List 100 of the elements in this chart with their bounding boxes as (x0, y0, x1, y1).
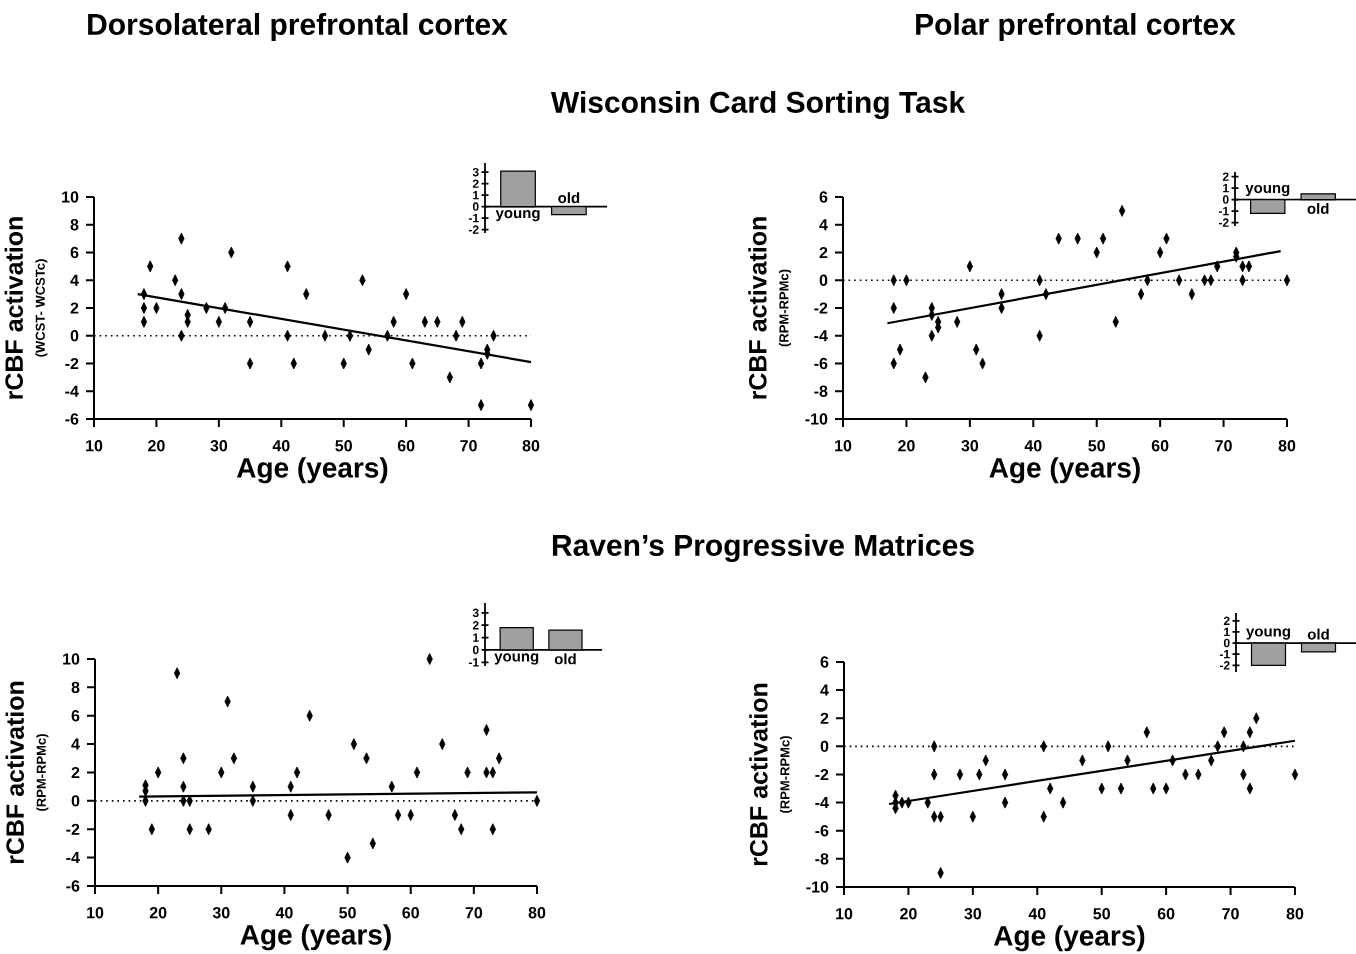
y-tick-label: 0 (820, 740, 829, 753)
y-tick-label: 0 (819, 274, 828, 286)
chart-title: Dorsolateral prefrontal cortex (88, 13, 508, 41)
x-tick-label: 30 (212, 907, 230, 919)
chart-title: Polar prefrontal cortex (916, 13, 1236, 41)
y-tick-label: -2 (1219, 661, 1230, 670)
y-tick-label: 4 (820, 684, 829, 696)
y-tick-label: -10 (806, 881, 829, 893)
x-tick-label: 60 (397, 440, 415, 452)
y-tick-label: 4 (70, 274, 79, 286)
x-tick-label: 10 (86, 440, 103, 452)
y-tick-label: 0 (70, 330, 79, 342)
x-tick-label: 70 (1215, 440, 1232, 452)
text: Wisconsin Card Sorting Task (550, 90, 966, 120)
y-tick-label: 8 (70, 219, 79, 231)
x-tick-label: old (1307, 628, 1329, 640)
text: Raven’s Progressive Matrices (552, 533, 974, 563)
y-tick-label: 6 (70, 246, 79, 259)
y-tick-label: 0 (1223, 638, 1230, 648)
text: (RPM-RPMc) (36, 734, 49, 811)
y-tick-label: 1 (1224, 627, 1230, 637)
x-axis-title: Age (years) (989, 457, 1140, 484)
y-tick-label: 4 (819, 219, 828, 231)
x-tick-label: 60 (402, 907, 419, 919)
y-tick-label: 1 (473, 633, 479, 642)
x-tick-label: 40 (272, 440, 290, 452)
y-tick-label: 8 (71, 681, 80, 694)
y-axis-title: rCBF activation (748, 217, 767, 399)
y-tick-label: -1 (1218, 206, 1229, 216)
y-tick-label: -8 (814, 385, 828, 397)
y-tick-label: -2 (65, 357, 79, 370)
x-tick-label: 40 (275, 907, 293, 919)
x-axis-title: Age (years) (236, 457, 388, 484)
x-tick-label: 20 (900, 908, 917, 920)
x-tick-label: 30 (961, 440, 979, 452)
x-tick-label: old (1307, 202, 1329, 214)
y-tick-label: 6 (71, 710, 80, 722)
x-tick-label: 70 (465, 907, 483, 919)
y-tick-label: 3 (472, 167, 479, 177)
x-tick-label: 10 (87, 907, 104, 919)
y-tick-label: 6 (820, 656, 829, 668)
x-tick-label: 10 (836, 908, 853, 920)
y-tick-label: 2 (1223, 616, 1230, 625)
y-tick-label: 2 (1222, 172, 1229, 181)
x-tick-label: 30 (210, 440, 228, 452)
y-tick-label: 2 (819, 246, 828, 259)
y-tick-label: -2 (66, 823, 80, 835)
x-tick-label: 80 (1286, 908, 1304, 920)
y-tick-label: 3 (472, 608, 479, 618)
y-tick-label: -6 (66, 880, 80, 892)
x-tick-label: young (494, 653, 539, 665)
x-tick-label: young (1245, 184, 1290, 197)
x-tick-label: 40 (1028, 908, 1046, 920)
y-tick-label: -6 (65, 413, 79, 425)
y-tick-label: -10 (805, 413, 828, 425)
y-tick-label: 2 (70, 302, 79, 314)
y-tick-label: -6 (815, 825, 829, 837)
x-axis-title: Age (years) (993, 925, 1145, 952)
y-tick-label: -2 (814, 302, 828, 314)
x-tick-label: 50 (335, 440, 352, 452)
x-tick-label: 80 (1278, 440, 1296, 452)
y-tick-label: -2 (815, 768, 829, 781)
y-tick-label: -4 (65, 385, 79, 397)
y-tick-label: 0 (71, 795, 80, 807)
y-tick-label: 1 (1223, 183, 1229, 193)
y-tick-label: -1 (468, 658, 479, 667)
y-tick-label: 0 (1222, 195, 1229, 204)
y-tick-label: -8 (815, 853, 829, 865)
y-tick-label: 2 (472, 621, 479, 630)
x-tick-label: 60 (1151, 440, 1169, 452)
x-tick-label: 70 (1222, 908, 1239, 920)
x-tick-label: 40 (1024, 440, 1042, 452)
y-tick-label: -4 (814, 330, 828, 342)
x-tick-label: 20 (148, 440, 165, 452)
y-tick-label: -1 (1219, 650, 1230, 659)
x-tick-label: 50 (339, 907, 356, 919)
x-tick-label: 80 (522, 440, 540, 452)
x-tick-label: young (1246, 628, 1290, 640)
x-tick-label: 50 (1088, 440, 1105, 452)
x-tick-label: old (558, 192, 580, 204)
x-tick-label: young (495, 210, 540, 222)
x-tick-label: 20 (898, 440, 915, 452)
y-tick-label: 2 (472, 179, 479, 188)
x-tick-label: 30 (964, 908, 982, 920)
y-tick-label: 4 (71, 738, 80, 750)
y-tick-label: -1 (468, 213, 479, 223)
text: (RPM-RPMc) (779, 736, 793, 813)
x-tick-label: 20 (149, 907, 167, 919)
y-tick-label: -4 (815, 797, 829, 809)
x-axis-title: Age (years) (240, 924, 391, 951)
y-tick-label: 2 (71, 766, 80, 779)
y-tick-label: -2 (468, 225, 479, 234)
y-axis-title: rCBF activation (749, 683, 768, 866)
x-tick-label: 80 (528, 907, 546, 919)
x-tick-label: 70 (460, 440, 477, 452)
y-axis-title: rCBF activation (4, 217, 23, 399)
x-tick-label: 50 (1093, 908, 1110, 920)
text: (RPM-RPMc) (778, 269, 792, 347)
y-tick-label: -4 (66, 852, 80, 864)
x-tick-label: 60 (1157, 908, 1175, 920)
